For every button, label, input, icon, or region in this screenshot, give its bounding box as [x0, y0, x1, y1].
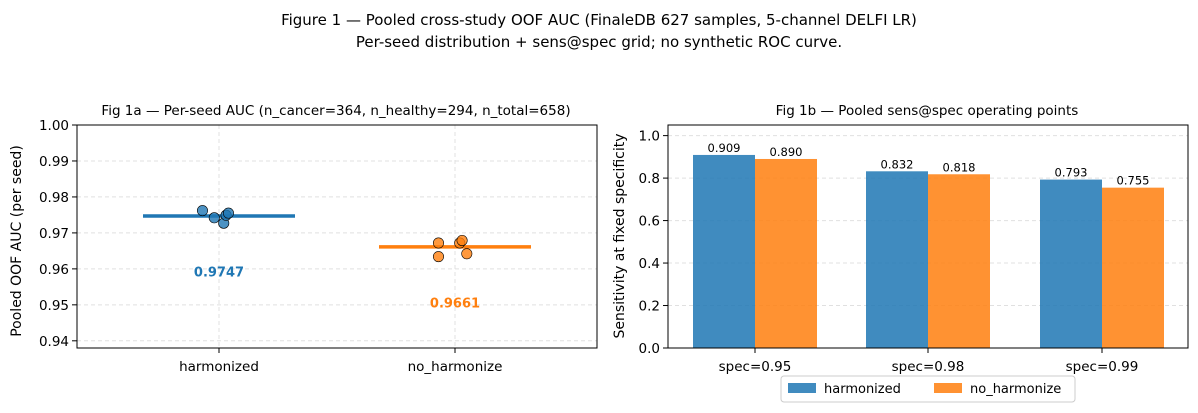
- panel-b-frame: [667, 124, 1189, 349]
- panel-b-ticks: 0.0 0.2 0.4 0.6 0.8 1.0 spec=0.95 spec=0.98 spec…: [639, 129, 1139, 375]
- y-tick-label: 0.96: [39, 262, 69, 278]
- seed-point-harmonized: [222, 207, 234, 219]
- bar-value-label: 0.890: [770, 145, 803, 159]
- panel-b-legend: harmonized no_harmonize: [780, 375, 1076, 403]
- x-tick-label: harmonized: [179, 359, 259, 375]
- seed-point-no_harmonize: [456, 234, 468, 246]
- y-tick-label: 0.97: [39, 226, 69, 242]
- bar-harmonized: [866, 171, 928, 348]
- bar-harmonized: [693, 154, 755, 348]
- bar-value-label: 0.909: [708, 141, 741, 155]
- y-tick-label: 0.94: [39, 334, 69, 350]
- bar-no_harmonize: [755, 158, 817, 348]
- x-tick-label: spec=0.95: [719, 359, 792, 375]
- y-tick-label: 0.99: [39, 154, 69, 170]
- y-tick-label: 0.6: [639, 214, 660, 230]
- seed-point-harmonized: [208, 212, 220, 224]
- bar-value-label: 0.793: [1055, 166, 1088, 180]
- panel-b: Fig 1b — Pooled sens@spec operating poin…: [612, 103, 1189, 403]
- y-tick-label: 0.8: [639, 171, 660, 187]
- seed-point-harmonized: [196, 205, 208, 217]
- legend-swatch-no-harmonize: [934, 383, 962, 393]
- bar-value-label: 0.818: [943, 160, 976, 174]
- bar-harmonized: [1040, 179, 1102, 348]
- y-tick-label: 1.0: [639, 129, 660, 145]
- panel-a-ticks: harmonized no_harmonize 0.94 0.95 0.96 0.97 0.…: [39, 118, 502, 375]
- legend-swatch-harmonized: [788, 383, 816, 393]
- panel-a-frame: [76, 124, 598, 349]
- legend-label-harmonized: harmonized: [824, 382, 901, 397]
- x-tick-label: no_harmonize: [408, 359, 503, 375]
- figure-title-line1: Figure 1 — Pooled cross-study OOF AUC (F…: [281, 11, 917, 29]
- panel-b-marks: 0.909 0.832 0.793 0.890 0.818 0.755: [693, 141, 1164, 348]
- seed-point-no_harmonize: [432, 237, 444, 249]
- y-tick-label: 1.00: [39, 118, 69, 134]
- panel-a-ylabel: Pooled OOF AUC (per seed): [9, 145, 25, 337]
- y-tick-label: 0.0: [639, 341, 660, 357]
- y-tick-label: 0.2: [639, 299, 660, 315]
- y-tick-label: 0.95: [39, 298, 69, 314]
- x-tick-label: spec=0.98: [892, 359, 965, 375]
- y-tick-label: 0.98: [39, 190, 69, 206]
- bar-value-label: 0.755: [1117, 174, 1150, 188]
- panel-b-title: Fig 1b — Pooled sens@spec operating poin…: [776, 103, 1079, 119]
- panel-a-grid: [77, 124, 597, 348]
- figure-title-line2: Per-seed distribution + sens@spec grid; …: [356, 33, 842, 51]
- bar-no_harmonize: [1102, 187, 1164, 348]
- y-tick-label: 0.4: [639, 256, 660, 272]
- mean-label-no_harmonize: 0.9661: [430, 297, 480, 312]
- legend-label-no-harmonize: no_harmonize: [970, 382, 1061, 397]
- panel-a-title: Fig 1a — Per-seed AUC (n_cancer=364, n_h…: [101, 103, 570, 119]
- legend-box: [780, 375, 1076, 403]
- x-tick-label: spec=0.99: [1066, 359, 1139, 375]
- panel-a: Fig 1a — Per-seed AUC (n_cancer=364, n_h…: [9, 103, 598, 375]
- bar-no_harmonize: [928, 174, 990, 348]
- seed-point-no_harmonize: [461, 248, 473, 260]
- panel-a-marks: 0.9747 0.9661: [143, 205, 531, 312]
- mean-label-harmonized: 0.9747: [194, 266, 244, 281]
- panel-b-ylabel: Sensitivity at fixed specificity: [612, 133, 628, 338]
- seed-point-no_harmonize: [432, 251, 444, 263]
- bar-value-label: 0.832: [881, 157, 914, 171]
